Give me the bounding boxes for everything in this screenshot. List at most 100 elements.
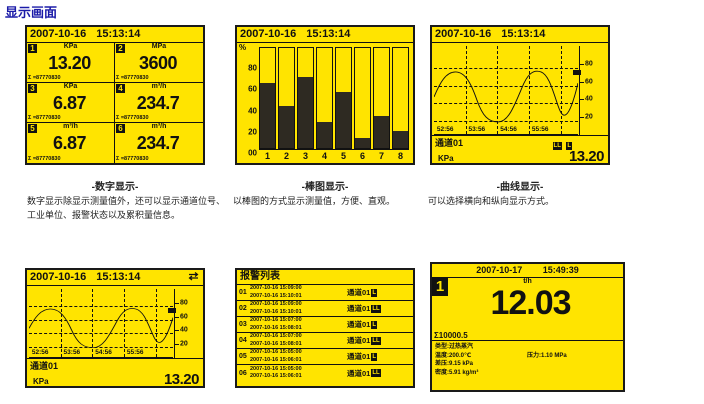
bar-y-axis: 00 20 40 60 80 xyxy=(237,43,259,163)
flow-info-block: 类型:过热蒸汽 温度:200.0℃ 压力:1.10 MPa 差压:9.15 kP… xyxy=(432,341,623,379)
digital-channel-cell[interactable]: KPa 3 6.87 Σ =87770830 xyxy=(27,83,115,123)
digital-channel-cell[interactable]: KPa 1 13.20 Σ =87770830 xyxy=(27,43,115,83)
flow-info-temperature: 温度:200.0℃ xyxy=(435,352,472,359)
channel-totalizer: Σ =87770830 xyxy=(116,115,149,121)
alarm-row[interactable]: 05 2007-10-16 15:05:00 2007-10-16 15:06:01… xyxy=(237,349,413,365)
channel-unit: KPa xyxy=(63,43,78,50)
alarm-row-timestamps: 2007-10-16 15:05:00 2007-10-16 15:06:01 xyxy=(250,366,345,381)
flow-main-readout: t/h 1 12.03 Σ10000.5 xyxy=(432,278,623,341)
flow-tag-badge: 1 xyxy=(432,278,448,296)
bar-chart-panel[interactable]: 2007-10-16 15:13:14 % 00 20 40 60 80 1 2 3 4 5 6 7… xyxy=(235,25,415,165)
flow-info-pressure: 压力:1.10 MPa xyxy=(527,352,567,359)
alarm-channel-name: 通道01 xyxy=(347,352,371,361)
channel-tag-badge: 4 xyxy=(116,84,125,93)
alarm-end-time: 2007-10-16 15:10:01 xyxy=(250,292,302,299)
alarm-channel-name: 通道01 xyxy=(347,320,371,329)
curve-gridline-v xyxy=(465,46,467,134)
bar-column[interactable] xyxy=(259,47,276,149)
curve-gridline-h xyxy=(434,103,578,105)
curve1-scale-axis: 80 60 40 20 xyxy=(573,46,604,135)
alarm-level-badge: LL xyxy=(371,336,381,345)
digital-header-date: 2007-10-16 xyxy=(30,28,87,40)
bar-column[interactable] xyxy=(316,47,333,149)
digital-channel-cell[interactable]: MPa 2 3600 Σ =87770830 xyxy=(115,43,203,83)
bar-column[interactable] xyxy=(297,47,314,149)
channel-value: 6.87 xyxy=(52,93,87,113)
bar-column[interactable] xyxy=(354,47,371,149)
bar-fill xyxy=(298,77,313,148)
alarm-level-badge: L xyxy=(371,352,378,361)
alarm-row[interactable]: 01 2007-10-16 15:09:00 2007-10-16 15:10:01… xyxy=(237,285,413,301)
bar-fill xyxy=(260,83,275,148)
alarm-row[interactable]: 02 2007-10-16 15:09:00 2007-10-16 15:10:01… xyxy=(237,301,413,317)
alarm-list-panel[interactable]: 报警列表 01 2007-10-16 15:09:00 2007-10-16 15:… xyxy=(235,268,415,388)
toggle-arrows-icon[interactable] xyxy=(188,271,199,287)
alarm-row[interactable]: 04 2007-10-16 15:07:00 2007-10-16 15:08:01… xyxy=(237,333,413,349)
bar-column[interactable] xyxy=(373,47,390,149)
alarm-end-time: 2007-10-16 15:06:01 xyxy=(250,373,302,379)
bar-x-tick-label: 6 xyxy=(359,151,365,161)
alarm-start-time: 2007-10-16 15:07:00 xyxy=(250,317,302,323)
digital-channel-cell[interactable]: m³/h 4 234.7 Σ =87770830 xyxy=(115,83,203,123)
alarm-row-timestamps: 2007-10-16 15:07:00 2007-10-16 15:08:01 xyxy=(250,317,345,332)
alarm-row[interactable]: 03 2007-10-16 15:07:00 2007-10-16 15:08:01… xyxy=(237,317,413,333)
curve-unit: KPa xyxy=(33,377,49,386)
caption-body-digital: 数字显示除显示测量值外，还可以显示通道位号、工业单位、报警状态以及累积量信息。 xyxy=(27,196,226,220)
curve-channel-name: 通道01 xyxy=(435,138,464,148)
curve-time-label: 52:56 xyxy=(31,349,49,356)
bar-column[interactable] xyxy=(335,47,352,149)
alarm-row[interactable]: 06 2007-10-16 15:05:00 2007-10-16 15:06:01… xyxy=(237,365,413,381)
alarm-row-index: 04 xyxy=(239,337,247,344)
flow-info-temp-row: 温度:200.0℃ 压力:1.10 MPa xyxy=(435,352,620,361)
alarm-row-timestamps: 2007-10-16 15:09:00 2007-10-16 15:10:01 xyxy=(250,301,345,316)
bar-y-tick-label: 40 xyxy=(248,106,257,116)
bar-x-tick-label: 4 xyxy=(321,151,327,161)
bar-y-tick-label: 60 xyxy=(248,84,257,94)
bar-column[interactable] xyxy=(392,47,409,149)
scale-pointer-marker xyxy=(573,70,581,76)
curve-display-panel[interactable]: 2007-10-16 15:13:14 52:56 53:56 54:56 55… xyxy=(430,25,610,165)
alarm-end-time: 2007-10-16 15:10:01 xyxy=(250,308,302,315)
flow-totalizer: Σ10000.5 xyxy=(434,331,468,340)
scale-pointer-marker xyxy=(168,307,176,313)
bar-column[interactable] xyxy=(278,47,295,149)
channel-value: 6.87 xyxy=(52,133,87,153)
curve-gridline-v xyxy=(529,46,531,134)
caption-title-bar: -棒图显示- xyxy=(301,182,349,193)
digital-display-panel[interactable]: 2007-10-16 15:13:14 KPa 1 13.20 Σ =87770… xyxy=(25,25,205,165)
alarm-row-index: 05 xyxy=(239,353,247,360)
channel-value: 3600 xyxy=(138,53,178,73)
scale-label: 60 xyxy=(585,78,593,86)
scale-label: 60 xyxy=(180,313,188,321)
scale-tick xyxy=(175,302,179,304)
alarm-end-time: 2007-10-16 15:08:01 xyxy=(250,324,302,331)
digital-channel-cell[interactable]: m³/h 5 6.87 Σ =87770830 xyxy=(27,123,115,163)
channel-totalizer: Σ =87770830 xyxy=(28,115,61,121)
curve-display-panel-2[interactable]: 2007-10-16 15:13:14 52:56 53:56 54:56 55 xyxy=(25,268,205,388)
curve2-scale-axis: 80 60 40 20 xyxy=(168,289,199,358)
curve1-header: 2007-10-16 15:13:14 xyxy=(432,27,608,43)
curve2-header-time: 15:13:14 xyxy=(96,271,141,283)
curve-value: 13.20 xyxy=(163,371,200,388)
curve-trend-line xyxy=(434,70,578,123)
alarm-channel-name: 通道01 xyxy=(347,336,371,345)
flow-header-time: 15:49:39 xyxy=(542,265,579,275)
bar-fill xyxy=(355,138,370,148)
curve2-header-date: 2007-10-16 xyxy=(30,271,87,283)
digital-channel-cell[interactable]: m³/h 6 234.7 Σ =87770830 xyxy=(115,123,203,163)
curve-time-label: 54:56 xyxy=(500,126,517,133)
alarm-row-index: 01 xyxy=(239,289,247,296)
channel-totalizer: Σ =87770830 xyxy=(28,156,61,162)
alarm-row-timestamps: 2007-10-16 15:09:00 2007-10-16 15:10:01 xyxy=(250,285,345,300)
curve-gridline-v xyxy=(497,46,499,134)
curve-gridline-h xyxy=(29,306,173,307)
alarm-row-index: 06 xyxy=(239,369,247,377)
flow-display-panel[interactable]: 2007-10-17 15:49:39 t/h 1 12.03 Σ10000.5… xyxy=(430,262,625,392)
bar-x-tick-label: 7 xyxy=(378,151,384,161)
scale-label: 20 xyxy=(585,113,593,121)
channel-tag-badge: 1 xyxy=(28,44,37,53)
scale-tick xyxy=(580,99,584,101)
curve-channel-name: 通道01 xyxy=(30,361,59,371)
bar-x-tick-label: 3 xyxy=(302,151,308,161)
scale-label: 40 xyxy=(585,95,593,103)
